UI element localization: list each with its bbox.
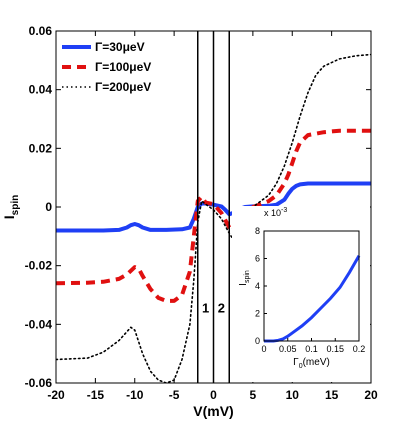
legend-label-0: Γ=30μeV <box>95 40 145 54</box>
inset-y-multiplier-base: x 10 <box>264 208 281 218</box>
main-curves <box>56 53 371 383</box>
inset-y-tick-label: 6 <box>255 254 260 264</box>
inset-y-axis-label-main: I <box>238 283 249 286</box>
main-x-axis-label: V(mV) <box>193 403 233 419</box>
inset-y-tick-label: 4 <box>255 281 260 291</box>
region-label-2: 2 <box>218 301 225 316</box>
inset-y-axis-label-sub: spin <box>244 270 251 283</box>
region-label-1: 1 <box>202 301 209 316</box>
inset-x-tick-label: 0 <box>261 344 266 354</box>
x-tick-label: -10 <box>126 388 144 402</box>
x-tick-label: 15 <box>325 388 339 402</box>
y-tick-label: 0.02 <box>29 141 53 155</box>
legend-label-2: Γ=200μeV <box>95 80 151 94</box>
inset-x-tick-label: 0.05 <box>279 344 297 354</box>
inset-y-axis-label: Ispin <box>238 270 251 286</box>
inset-curves <box>264 255 361 343</box>
main-y-axis-label-sub: spin <box>10 195 21 216</box>
inset-y-multiplier: x 10-3 <box>264 207 287 218</box>
inset-y-tick-label: 8 <box>255 226 260 236</box>
main-y-axis-label-main: I <box>1 215 17 219</box>
inset-x-axis-ticks: 0 0.05 0.1 0.15 0.2 <box>261 338 365 354</box>
inset-y-tick-label: 0 <box>255 336 260 346</box>
inset-x-axis-label: Γ0(meV) <box>293 357 330 370</box>
inset-x-axis-label-main: Γ <box>293 357 299 368</box>
inset-x-tick-label: 0.15 <box>326 344 344 354</box>
inset-x-tick-label: 0.1 <box>305 344 318 354</box>
x-tick-label: 5 <box>250 388 257 402</box>
y-tick-label: -0.04 <box>25 317 53 331</box>
inset-series-line-0 <box>264 255 361 343</box>
series-line-1 <box>56 128 371 303</box>
inset-y-axis-ticks: 0 2 4 6 8 <box>255 226 267 346</box>
inset-y-tick-label: 2 <box>255 309 260 319</box>
y-tick-label: 0 <box>45 200 52 214</box>
x-tick-label: -15 <box>87 388 105 402</box>
legend: Γ=30μeV Γ=100μeV Γ=200μeV <box>62 40 151 94</box>
series-line-2 <box>56 53 371 383</box>
x-tick-label: 0 <box>210 388 217 402</box>
inset-x-axis-label-unit: (meV) <box>303 357 330 368</box>
inset-x-tick-label: 0.2 <box>353 344 366 354</box>
y-tick-label: -0.06 <box>25 376 53 390</box>
x-tick-label: 20 <box>364 388 378 402</box>
y-tick-label: 0.04 <box>29 83 53 97</box>
main-y-axis-ticks: -0.06 -0.04 -0.02 0 0.02 0.04 0.06 <box>25 24 371 390</box>
x-tick-label: 10 <box>286 388 300 402</box>
x-tick-label: -5 <box>169 388 180 402</box>
legend-label-1: Γ=100μeV <box>95 60 151 74</box>
y-tick-label: -0.02 <box>25 259 53 273</box>
x-tick-label: -20 <box>47 388 65 402</box>
y-tick-label: 0.06 <box>29 24 53 38</box>
inset-y-multiplier-exp: -3 <box>281 207 287 214</box>
inset-x-axis-label-sub: 0 <box>299 363 303 370</box>
series-line-0 <box>56 181 371 233</box>
region-divider-lines <box>197 31 230 383</box>
main-y-axis-label: Ispin <box>1 195 21 219</box>
inset-background <box>232 206 370 382</box>
